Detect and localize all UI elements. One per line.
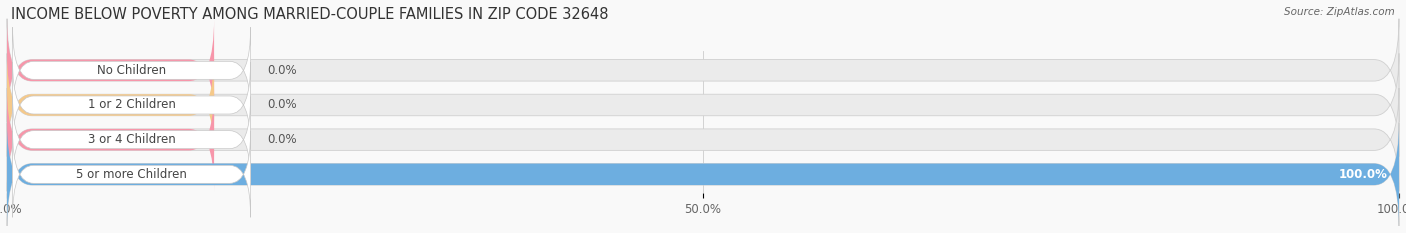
FancyBboxPatch shape — [13, 97, 250, 183]
Text: 3 or 4 Children: 3 or 4 Children — [87, 133, 176, 146]
FancyBboxPatch shape — [7, 53, 214, 157]
Text: 0.0%: 0.0% — [267, 133, 297, 146]
Text: 1 or 2 Children: 1 or 2 Children — [87, 99, 176, 112]
FancyBboxPatch shape — [7, 88, 1399, 191]
FancyBboxPatch shape — [7, 53, 1399, 157]
FancyBboxPatch shape — [7, 19, 1399, 122]
Text: 100.0%: 100.0% — [1339, 168, 1388, 181]
Text: 0.0%: 0.0% — [267, 64, 297, 77]
Text: No Children: No Children — [97, 64, 166, 77]
Text: INCOME BELOW POVERTY AMONG MARRIED-COUPLE FAMILIES IN ZIP CODE 32648: INCOME BELOW POVERTY AMONG MARRIED-COUPL… — [11, 7, 609, 22]
FancyBboxPatch shape — [7, 19, 214, 122]
FancyBboxPatch shape — [7, 123, 1399, 226]
FancyBboxPatch shape — [13, 62, 250, 148]
FancyBboxPatch shape — [13, 27, 250, 113]
Text: 5 or more Children: 5 or more Children — [76, 168, 187, 181]
FancyBboxPatch shape — [7, 88, 214, 191]
FancyBboxPatch shape — [7, 123, 1399, 226]
FancyBboxPatch shape — [13, 131, 250, 217]
Text: Source: ZipAtlas.com: Source: ZipAtlas.com — [1284, 7, 1395, 17]
Text: 0.0%: 0.0% — [267, 99, 297, 112]
